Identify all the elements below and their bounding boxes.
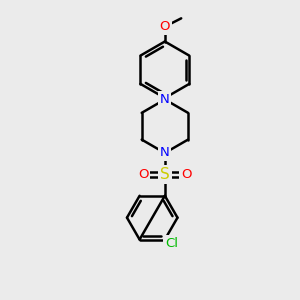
Text: N: N (160, 146, 170, 160)
Text: S: S (160, 167, 170, 182)
Text: Cl: Cl (165, 237, 178, 250)
Text: O: O (138, 168, 149, 181)
Text: N: N (160, 93, 170, 106)
Text: O: O (181, 168, 191, 181)
Text: O: O (160, 20, 170, 33)
